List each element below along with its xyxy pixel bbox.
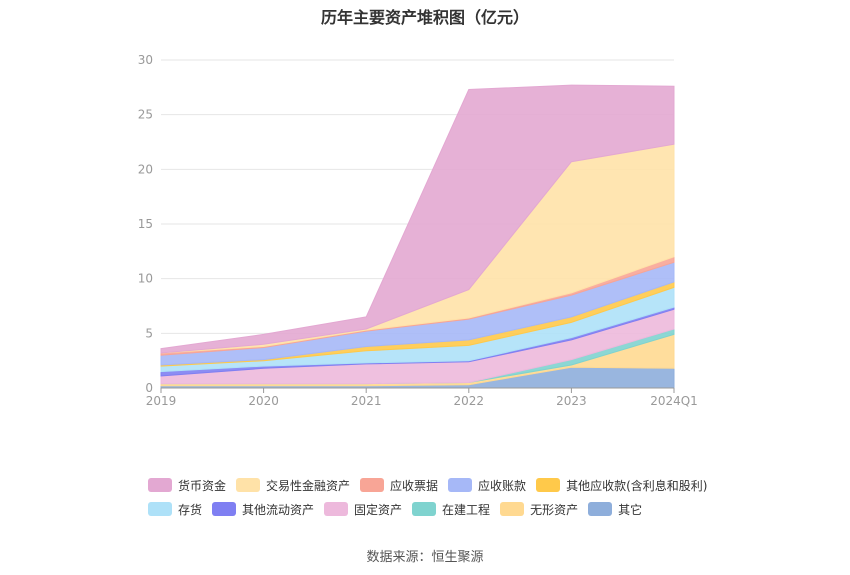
stacked-area-chart: 0 5 10 15 20 25 30 2019 2020 2021 2022 2023 2024Q1 — [138, 53, 698, 408]
legend-label: 货币资金 — [178, 478, 227, 493]
legend-label: 其它 — [618, 502, 643, 517]
y-tick-label: 10 — [138, 272, 153, 286]
legend-swatch — [324, 502, 349, 516]
legend-item[interactable]: 在建工程 — [412, 501, 490, 518]
y-tick-label: 15 — [138, 217, 153, 231]
legend: 货币资金 交易性金融资产 应收票据 应收账款 其他应收款(含利息和股利) 存货 其他流动资… — [148, 473, 748, 521]
legend-item[interactable]: 存货 — [148, 501, 202, 518]
legend-item[interactable]: 应收票据 — [360, 477, 438, 494]
legend-item[interactable]: 货币资金 — [148, 477, 226, 494]
legend-item[interactable]: 固定资产 — [324, 501, 402, 518]
y-tick-label: 30 — [138, 53, 153, 67]
legend-swatch — [212, 502, 237, 516]
legend-label: 在建工程 — [442, 502, 491, 517]
x-tick-label: 2020 — [248, 394, 279, 408]
legend-label: 其他流动资产 — [242, 502, 315, 517]
y-tick-label: 20 — [138, 162, 153, 176]
area-series — [160, 84, 675, 389]
x-tick-label: 2021 — [351, 394, 382, 408]
legend-swatch — [360, 478, 385, 492]
legend-label: 交易性金融资产 — [266, 478, 351, 493]
chart-title: 历年主要资产堆积图（亿元） — [320, 8, 529, 27]
legend-item[interactable]: 其他流动资产 — [212, 501, 314, 518]
legend-label: 其他应收款(含利息和股利) — [566, 478, 708, 493]
legend-swatch — [500, 502, 525, 516]
legend-item[interactable]: 其它 — [588, 501, 642, 518]
y-tick-label: 25 — [138, 108, 153, 122]
legend-row: 货币资金 交易性金融资产 应收票据 应收账款 其他应收款(含利息和股利) — [148, 473, 748, 497]
legend-item[interactable]: 应收账款 — [448, 477, 526, 494]
legend-swatch — [448, 478, 473, 492]
legend-label: 无形资产 — [530, 502, 579, 517]
legend-label: 固定资产 — [354, 502, 403, 517]
y-tick-label: 5 — [145, 326, 153, 340]
legend-item[interactable]: 交易性金融资产 — [236, 477, 350, 494]
x-tick-label: 2024Q1 — [650, 394, 698, 408]
area-series-货币资金 — [160, 84, 675, 354]
legend-swatch — [588, 502, 613, 516]
legend-swatch — [236, 478, 261, 492]
legend-label: 应收票据 — [390, 478, 439, 493]
x-tick-label: 2022 — [454, 394, 485, 408]
legend-item[interactable]: 其他应收款(含利息和股利) — [536, 477, 707, 494]
legend-swatch — [148, 502, 172, 516]
source-note: 数据来源：恒生聚源 — [366, 550, 484, 565]
legend-swatch — [148, 478, 172, 492]
legend-swatch — [536, 478, 561, 492]
x-tick-label: 2019 — [146, 394, 177, 408]
legend-row: 存货 其他流动资产 固定资产 在建工程 无形资产 其它 — [148, 497, 748, 521]
legend-label: 应收账款 — [478, 478, 527, 493]
axes: 0 5 10 15 20 25 30 2019 2020 2021 2022 2023 2024Q1 — [138, 53, 698, 408]
y-tick-label: 0 — [145, 381, 153, 395]
legend-swatch — [412, 502, 437, 516]
legend-item[interactable]: 无形资产 — [500, 501, 578, 518]
x-tick-label: 2023 — [556, 394, 587, 408]
legend-label: 存货 — [178, 502, 203, 517]
